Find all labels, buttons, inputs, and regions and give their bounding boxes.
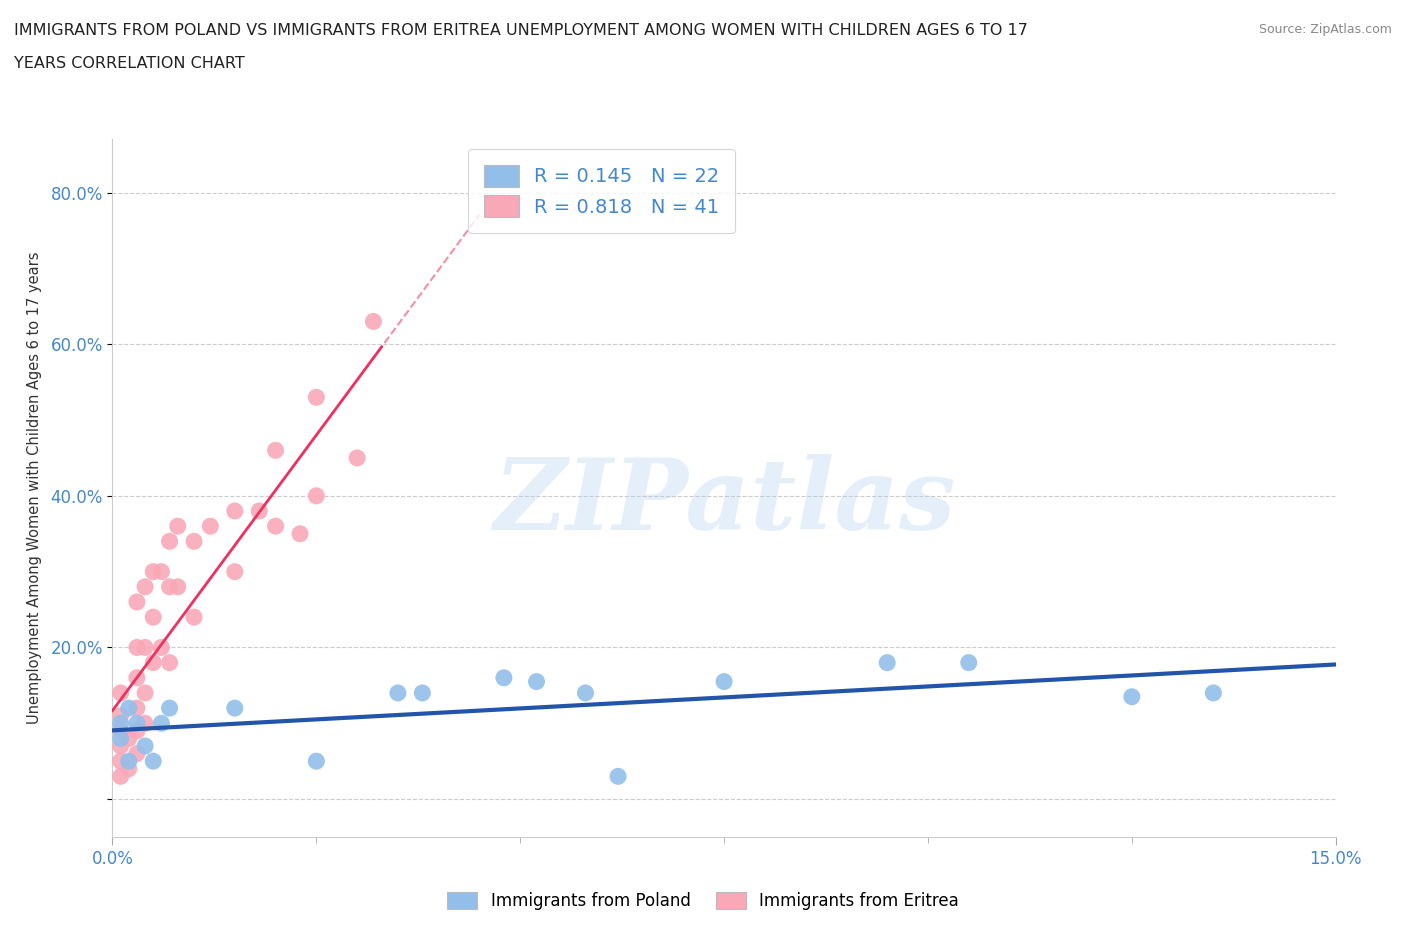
- Point: [183, 534, 205, 549]
- Point: [876, 656, 898, 671]
- Point: [224, 503, 246, 518]
- Point: [363, 314, 385, 329]
- Point: [492, 671, 515, 685]
- Point: [134, 716, 156, 731]
- Point: [125, 640, 148, 655]
- Point: [183, 610, 205, 625]
- Point: [134, 738, 156, 753]
- Point: [125, 716, 148, 731]
- Point: [607, 769, 630, 784]
- Text: ZIPatlas: ZIPatlas: [494, 454, 955, 551]
- Point: [125, 746, 148, 761]
- Point: [574, 685, 596, 700]
- Point: [142, 610, 165, 625]
- Point: [411, 685, 433, 700]
- Point: [305, 753, 328, 768]
- Point: [159, 579, 181, 594]
- Point: [247, 503, 270, 518]
- Point: [305, 390, 328, 405]
- Point: [134, 685, 156, 700]
- Point: [134, 579, 156, 594]
- Legend: R = 0.145   N = 22, R = 0.818   N = 41: R = 0.145 N = 22, R = 0.818 N = 41: [468, 149, 735, 233]
- Point: [134, 640, 156, 655]
- Point: [1202, 685, 1225, 700]
- Point: [118, 762, 141, 777]
- Point: [125, 700, 148, 715]
- Point: [142, 753, 165, 768]
- Point: [264, 443, 287, 458]
- Point: [125, 724, 148, 738]
- Point: [142, 565, 165, 579]
- Point: [305, 488, 328, 503]
- Text: IMMIGRANTS FROM POLAND VS IMMIGRANTS FROM ERITREA UNEMPLOYMENT AMONG WOMEN WITH : IMMIGRANTS FROM POLAND VS IMMIGRANTS FRO…: [14, 23, 1028, 38]
- Point: [110, 716, 132, 731]
- Point: [110, 685, 132, 700]
- Point: [110, 731, 132, 746]
- Point: [288, 526, 311, 541]
- Point: [387, 685, 409, 700]
- Y-axis label: Unemployment Among Women with Children Ages 6 to 17 years: Unemployment Among Women with Children A…: [27, 252, 42, 724]
- Legend: Immigrants from Poland, Immigrants from Eritrea: Immigrants from Poland, Immigrants from …: [440, 885, 966, 917]
- Point: [159, 700, 181, 715]
- Point: [150, 716, 173, 731]
- Point: [159, 534, 181, 549]
- Point: [110, 753, 132, 768]
- Point: [957, 656, 980, 671]
- Point: [110, 724, 132, 738]
- Point: [166, 579, 188, 594]
- Point: [166, 519, 188, 534]
- Text: YEARS CORRELATION CHART: YEARS CORRELATION CHART: [14, 56, 245, 71]
- Point: [224, 565, 246, 579]
- Point: [526, 674, 548, 689]
- Text: Source: ZipAtlas.com: Source: ZipAtlas.com: [1258, 23, 1392, 36]
- Point: [200, 519, 222, 534]
- Point: [150, 565, 173, 579]
- Point: [110, 769, 132, 784]
- Point: [125, 671, 148, 685]
- Point: [224, 700, 246, 715]
- Point: [159, 656, 181, 671]
- Point: [118, 700, 141, 715]
- Point: [125, 594, 148, 609]
- Point: [118, 731, 141, 746]
- Point: [264, 519, 287, 534]
- Point: [150, 640, 173, 655]
- Point: [713, 674, 735, 689]
- Point: [110, 738, 132, 753]
- Point: [346, 450, 368, 465]
- Point: [142, 656, 165, 671]
- Point: [110, 709, 132, 724]
- Point: [1121, 689, 1143, 704]
- Point: [118, 753, 141, 768]
